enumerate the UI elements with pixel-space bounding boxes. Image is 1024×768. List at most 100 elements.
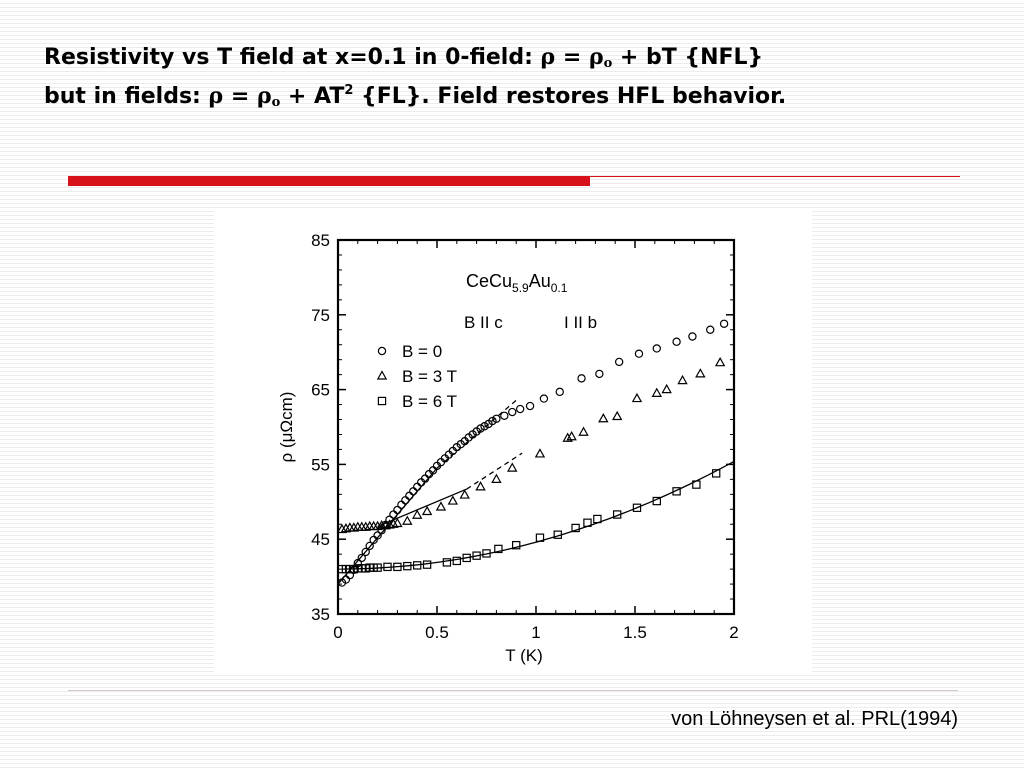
slide-title: Resistivity vs T field at x=0.1 in 0-fie… xyxy=(44,38,1004,116)
title-text: Resistivity vs T field at x=0.1 in 0-fie… xyxy=(44,45,541,70)
x-tick-label: 2 xyxy=(729,623,738,642)
circle-point xyxy=(405,491,414,501)
legend-marker xyxy=(376,370,388,380)
circle-point xyxy=(614,357,624,367)
axis-ticks xyxy=(337,239,735,615)
triangle-point xyxy=(421,505,433,516)
circle-point xyxy=(500,411,509,420)
circle-point xyxy=(401,496,410,505)
title-line-2: but in fields: ρ = ρo + AT2 {FL}. Field … xyxy=(44,77,1004,116)
triangle-point xyxy=(402,515,413,525)
sample-formula: CeCu xyxy=(466,271,512,291)
legend-label: B = 0 xyxy=(402,342,442,361)
sample-label: CeCu5.9Au0.1 xyxy=(466,271,568,295)
circle-point xyxy=(389,510,398,519)
plot-frame xyxy=(336,238,736,616)
circle-point xyxy=(719,319,729,328)
y-tick-label: 35 xyxy=(311,605,330,624)
circle-point xyxy=(357,553,366,563)
title-text: + AT xyxy=(280,84,345,109)
circle-point xyxy=(377,526,386,535)
square-point xyxy=(462,553,471,563)
triangle-point xyxy=(611,410,623,421)
fit-line-solid xyxy=(341,460,735,570)
circle-point xyxy=(515,404,525,414)
triangle-point xyxy=(714,356,726,367)
y-tick-label: 75 xyxy=(311,306,330,325)
square-point xyxy=(413,561,422,570)
circle-point xyxy=(361,547,370,557)
equals-sign: = xyxy=(223,84,257,109)
resistivity-chart: 35 45 55 65 75 85 0 0.5 1 1.5 2 T (K) ρ (μΩcm) Ce… xyxy=(277,231,739,665)
legend-label: B = 6 T xyxy=(402,392,457,411)
triangle-point xyxy=(411,509,423,519)
square-point xyxy=(494,544,503,554)
circle-point xyxy=(525,401,535,411)
citation: von Löhneysen et al. PRL(1994) xyxy=(671,708,958,730)
square-point xyxy=(393,562,402,572)
chart-legend: B = 0 B = 3 T B = 6 T xyxy=(376,342,457,411)
triangle-point xyxy=(491,473,502,483)
x-tick-label: 0 xyxy=(333,623,342,642)
square-point xyxy=(692,480,701,489)
square-point xyxy=(672,487,681,496)
triangle-point xyxy=(695,368,706,378)
fit-line-dashed xyxy=(466,452,523,490)
circle-point xyxy=(577,374,586,383)
circle-point xyxy=(672,337,681,346)
square-point xyxy=(612,510,622,519)
circle-point xyxy=(508,407,517,417)
triangle-point xyxy=(631,392,643,403)
square-point xyxy=(442,558,452,567)
triangle-point xyxy=(447,495,459,505)
triangle-point xyxy=(534,448,546,458)
circle-point xyxy=(555,387,564,397)
square-point xyxy=(632,503,642,512)
y-axis-label: ρ (μΩcm) xyxy=(277,392,296,463)
circle-point xyxy=(595,369,604,379)
footer-rule xyxy=(68,690,958,691)
triangle-point xyxy=(475,481,486,491)
sample-subscript: 5.9 xyxy=(512,281,529,295)
title-text: {FL}. Field restores HFL behavior. xyxy=(353,84,787,109)
data-points xyxy=(336,319,729,587)
circle-point xyxy=(393,505,402,515)
triangle-point xyxy=(566,430,577,441)
triangle-point xyxy=(677,374,688,385)
fit-lines xyxy=(337,398,735,585)
x-tick-label: 0.5 xyxy=(425,623,449,642)
square-point xyxy=(535,533,545,542)
y-tick-label: 55 xyxy=(311,455,330,474)
x-tick-labels: 0 0.5 1 1.5 2 xyxy=(333,623,738,642)
accent-rule xyxy=(590,176,960,177)
circle-point xyxy=(492,414,501,423)
triangle-point xyxy=(578,426,589,436)
subscript-o: o xyxy=(271,95,281,110)
sample-subscript: 0.1 xyxy=(551,281,568,295)
accent-bar xyxy=(68,176,590,186)
triangle-point xyxy=(661,383,672,394)
triangle-point xyxy=(392,517,403,528)
square-point xyxy=(652,496,661,506)
triangle-point xyxy=(562,432,573,442)
resistivity-figure: 35 45 55 65 75 85 0 0.5 1 1.5 2 T (K) ρ (μΩcm) Ce… xyxy=(214,208,812,672)
circle-point xyxy=(539,394,549,403)
circle-point xyxy=(688,332,697,341)
square-point xyxy=(583,518,592,527)
circle-point xyxy=(706,325,715,334)
circle-point xyxy=(652,344,661,353)
y-tick-label: 45 xyxy=(311,530,330,549)
rho-symbol: ρ xyxy=(256,83,272,109)
legend-marker xyxy=(377,346,387,356)
rho-symbol: ρ xyxy=(540,44,556,70)
rho-symbol: ρ xyxy=(588,44,604,70)
square-point xyxy=(512,540,521,550)
triangle-point xyxy=(598,413,609,423)
square-point xyxy=(403,561,412,571)
x-axis-label: T (K) xyxy=(505,646,542,665)
square-point xyxy=(711,469,721,478)
triangle-point xyxy=(435,501,447,511)
circle-point xyxy=(409,487,418,496)
equals-sign: = xyxy=(555,45,589,70)
title-line-1: Resistivity vs T field at x=0.1 in 0-fie… xyxy=(44,38,1004,77)
